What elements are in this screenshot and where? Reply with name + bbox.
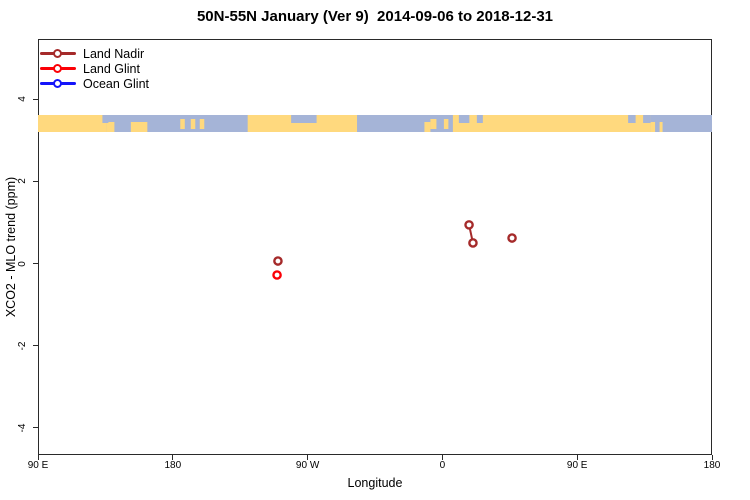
x-axis-title: Longitude <box>347 476 403 490</box>
land-glint-marker-icon <box>40 61 76 76</box>
x-tick-label: 180 <box>164 460 182 471</box>
y-tick-label: -2 <box>17 341 28 351</box>
y-tick-label: 0 <box>17 260 28 267</box>
legend-item-land-glint: Land Glint <box>40 61 149 76</box>
y-tick-mark <box>33 427 38 429</box>
chart-title: 50N-55N January (Ver 9) 2014-09-06 to 20… <box>196 8 554 25</box>
y-tick-mark <box>33 180 38 182</box>
x-tick-label: 0 <box>439 460 446 471</box>
y-tick-mark <box>33 98 38 100</box>
x-tick-label: 90 E <box>27 460 49 471</box>
x-tick-mark <box>37 455 39 460</box>
x-tick-mark <box>307 455 309 460</box>
open-circle-icon <box>53 63 62 73</box>
x-tick-mark <box>576 455 578 460</box>
open-circle-icon <box>53 78 62 88</box>
y-axis-title: XCO2 - MLO trend (ppm) <box>4 176 18 318</box>
legend-item-land-nadir: Land Nadir <box>40 46 149 61</box>
plot-area-border <box>38 39 712 455</box>
y-tick-label: 4 <box>17 96 28 102</box>
legend: Land Nadir Land Glint Ocean Glint <box>40 46 149 91</box>
y-tick-label: 2 <box>17 178 28 185</box>
y-tick-mark <box>33 263 38 264</box>
x-tick-label: 90 W <box>295 460 320 471</box>
legend-label: Ocean Glint <box>83 76 150 91</box>
y-tick-label: -4 <box>17 423 28 433</box>
x-tick-label: 90 E <box>566 460 588 471</box>
x-tick-mark <box>172 455 174 460</box>
y-tick-mark <box>33 345 38 347</box>
land-nadir-marker-icon <box>40 46 76 61</box>
legend-label: Land Nadir <box>83 46 145 61</box>
legend-item-ocean-glint: Ocean Glint <box>40 76 149 91</box>
open-circle-icon <box>53 48 62 58</box>
ocean-glint-marker-icon <box>40 76 76 91</box>
legend-label: Land Glint <box>83 61 140 76</box>
x-tick-label: 180 <box>703 460 721 471</box>
x-tick-mark <box>441 455 443 460</box>
x-tick-mark <box>711 455 713 460</box>
